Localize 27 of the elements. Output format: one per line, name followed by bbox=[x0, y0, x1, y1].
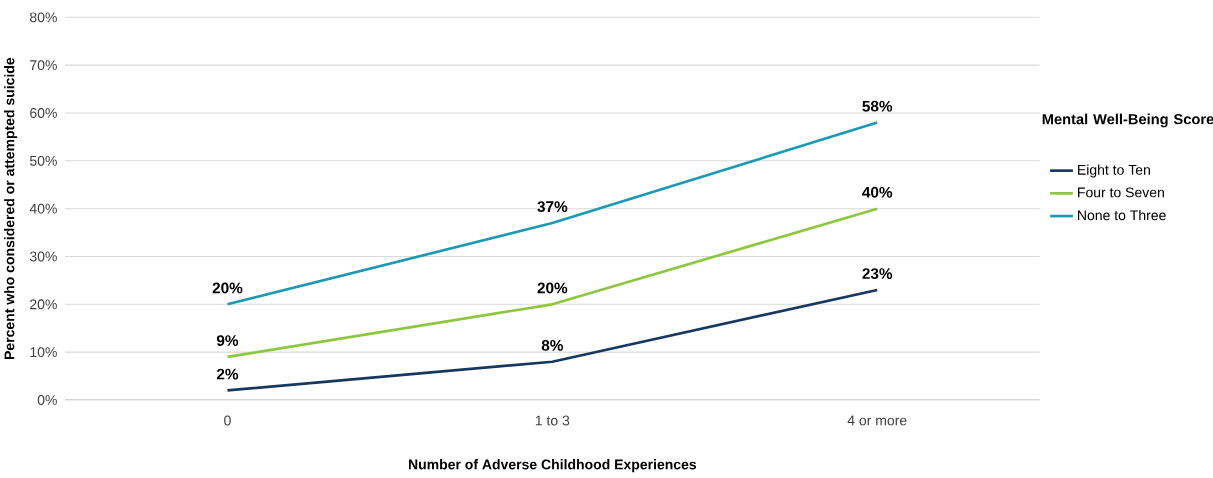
data-label: 40% bbox=[862, 186, 893, 198]
y-tick-label: 30% bbox=[29, 251, 57, 262]
data-label: 58% bbox=[862, 100, 893, 112]
y-tick-label: 40% bbox=[29, 203, 57, 214]
data-label: 23% bbox=[862, 268, 893, 280]
y-axis-title: Percent who considered or attempted suicide bbox=[4, 57, 18, 360]
legend-title: Mental Well-Being Score bbox=[1042, 113, 1213, 128]
y-tick-label: 20% bbox=[30, 299, 57, 310]
legend-label: Four to Seven bbox=[1078, 187, 1164, 198]
data-label: 37% bbox=[537, 201, 568, 213]
data-label: 20% bbox=[537, 282, 568, 294]
y-tick-label: 50% bbox=[29, 155, 57, 166]
data-label: 20% bbox=[212, 282, 243, 294]
x-tick-label: 4 or more bbox=[847, 415, 907, 426]
data-label: 9% bbox=[216, 335, 239, 346]
y-tick-label: 10% bbox=[30, 347, 57, 358]
y-tick-label: 60% bbox=[30, 108, 57, 118]
x-tick-label: 0 bbox=[224, 415, 231, 426]
legend-label: None to Three bbox=[1078, 209, 1166, 221]
data-label: 8% bbox=[541, 339, 563, 351]
y-tick-label: 70% bbox=[30, 60, 57, 71]
data-label: 2% bbox=[216, 368, 239, 380]
y-tick-label: 80% bbox=[30, 12, 57, 23]
x-axis-title: Number of Adverse Childhood Experiences bbox=[408, 459, 697, 473]
x-tick-label: 1 to 3 bbox=[535, 415, 570, 426]
legend-label: Eight to Ten bbox=[1078, 164, 1150, 178]
y-tick-label: 0% bbox=[37, 395, 57, 405]
